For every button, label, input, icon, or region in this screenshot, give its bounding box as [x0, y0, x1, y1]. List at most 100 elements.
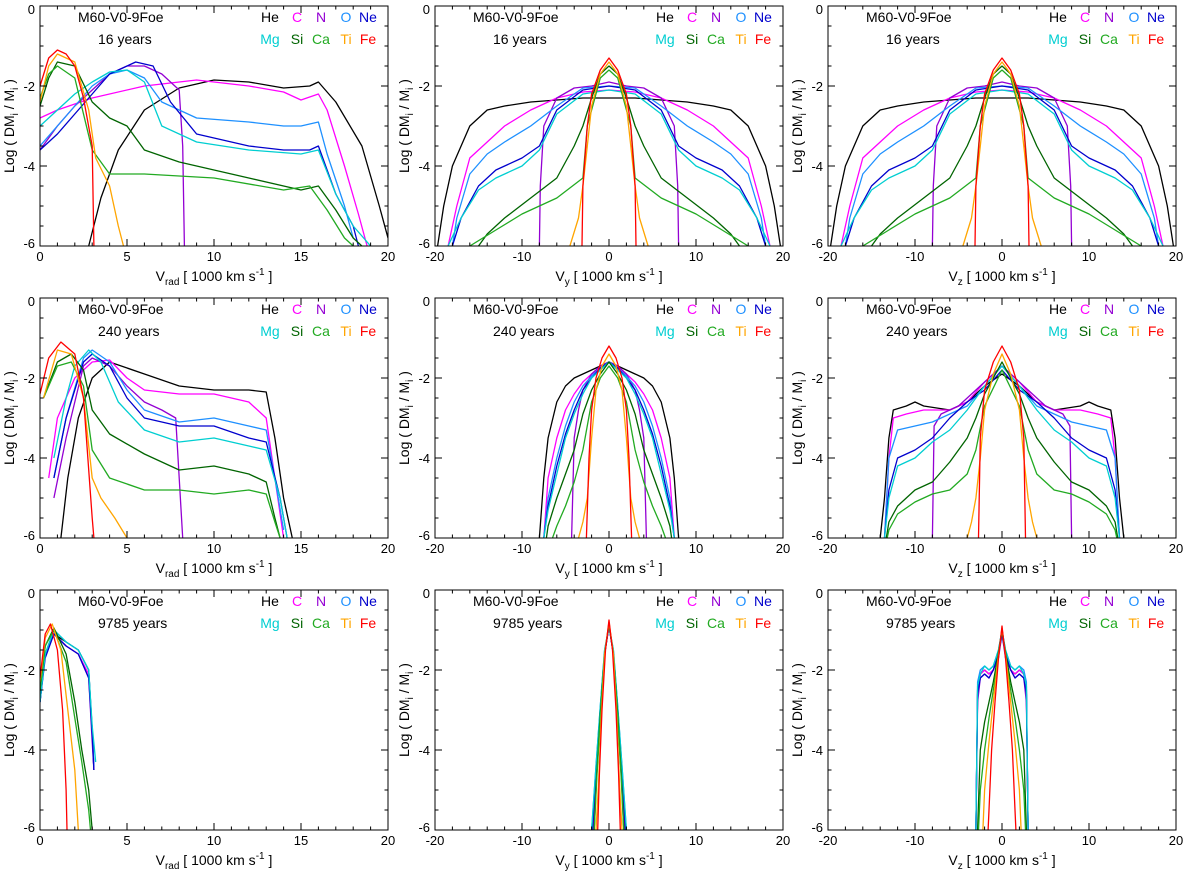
series-line-si [477, 65, 741, 246]
series-line-mg [883, 365, 1121, 538]
series-line-fe [597, 619, 621, 830]
series-line-ne [53, 353, 288, 538]
legend-o: O [736, 9, 747, 25]
legend-he: He [261, 301, 279, 317]
time-label: 240 years [493, 323, 554, 339]
time-label: 16 years [493, 31, 547, 47]
legend-ca: Ca [312, 31, 330, 47]
legend-ca: Ca [707, 323, 725, 339]
y-tick-label: -6 [811, 820, 823, 835]
legend-ti: Ti [340, 615, 351, 631]
x-tick-label: 10 [689, 541, 703, 556]
x-tick-label: 20 [776, 833, 790, 848]
model-label: M60-V0-9Foe [78, 593, 164, 609]
x-tick-label: -20 [426, 249, 445, 264]
plot-frame [827, 297, 1177, 539]
y-tick-label: -4 [418, 743, 430, 758]
y-tick-label: 0 [28, 2, 35, 17]
legend-n: N [711, 301, 721, 317]
y-axis-title: Log ( DMi / Mi ) [789, 371, 809, 465]
x-tick-label: 0 [36, 249, 43, 264]
legend-fe: Fe [360, 323, 377, 339]
x-tick-label: -20 [819, 249, 838, 264]
series-group [538, 345, 680, 538]
legend-ca: Ca [312, 615, 330, 631]
y-axis-title: Log ( DMi / Mi ) [789, 663, 809, 757]
x-tick-label: 0 [998, 833, 1005, 848]
legend-he: He [1049, 301, 1067, 317]
legend-ti: Ti [340, 31, 351, 47]
series-line-si [976, 629, 1028, 830]
series-line-fe [40, 49, 95, 246]
x-axis-title: Vz [ 1000 km s-1 ] [948, 851, 1055, 872]
series-line-ti [40, 53, 125, 246]
legend-n: N [1104, 593, 1114, 609]
model-label: M60-V0-9Foe [866, 301, 952, 317]
y-tick-label: -2 [418, 371, 430, 386]
legend-si: Si [291, 615, 303, 631]
y-axis-title: Log ( DMi / Mi ) [1, 371, 21, 465]
series-line-ne [844, 85, 1160, 246]
legend-fe: Fe [360, 615, 377, 631]
panel-1-2: -20 -10 0 10 20 0 -2 -4 -6 Vy [ 1000 km s-1 ] Log … [396, 2, 790, 288]
y-tick-label: -4 [811, 743, 823, 758]
series-line-ca [977, 629, 1027, 830]
x-axis-title: Vrad [ 1000 km s-1 ] [156, 559, 273, 580]
y-axis-title: Log ( DMi / Mi ) [1, 663, 21, 757]
time-label: 240 years [98, 323, 159, 339]
time-label: 240 years [886, 323, 947, 339]
x-tick-label: 15 [294, 249, 308, 264]
series-line-he [879, 373, 1125, 538]
legend-ti: Ti [1128, 615, 1139, 631]
y-tick-label: -4 [23, 743, 35, 758]
series-line-fe [40, 623, 68, 830]
series-line-ca [551, 365, 667, 538]
series-line-n [931, 81, 1073, 246]
legend-ca: Ca [707, 615, 725, 631]
legend-o: O [1129, 301, 1140, 317]
time-label: 9785 years [98, 615, 167, 631]
legend-fe: Fe [755, 323, 772, 339]
time-label: 9785 years [886, 615, 955, 631]
legend-he: He [261, 9, 279, 25]
y-tick-label: -6 [811, 528, 823, 543]
legend-mg: Mg [260, 615, 279, 631]
model-label: M60-V0-9Foe [866, 9, 952, 25]
legend-si: Si [686, 31, 698, 47]
legend-mg: Mg [1048, 31, 1067, 47]
series-line-n [931, 365, 1073, 538]
series-line-c [883, 365, 1121, 538]
legend-ti: Ti [1128, 323, 1139, 339]
legend-c: C [292, 593, 302, 609]
x-tick-label: -20 [426, 541, 445, 556]
y-tick-label: -2 [418, 79, 430, 94]
x-tick-label: 0 [36, 541, 43, 556]
legend-ne: Ne [754, 593, 772, 609]
x-tick-label: 0 [605, 249, 612, 264]
series-group [436, 57, 782, 246]
series-line-ca [40, 65, 354, 246]
x-tick-label: -20 [426, 833, 445, 848]
series-group [829, 57, 1175, 246]
legend-o: O [736, 593, 747, 609]
legend-ne: Ne [359, 9, 377, 25]
legend-o: O [341, 301, 352, 317]
series-group [40, 49, 388, 246]
legend-c: C [1080, 301, 1090, 317]
x-tick-label: 15 [294, 833, 308, 848]
series-line-si [870, 65, 1134, 246]
legend-ti: Ti [735, 31, 746, 47]
legend-mg: Mg [655, 323, 674, 339]
series-line-c [48, 359, 285, 538]
y-tick-label: 0 [28, 294, 35, 309]
legend-o: O [1129, 9, 1140, 25]
legend-o: O [341, 9, 352, 25]
y-tick-label: 0 [423, 294, 430, 309]
panel-2-3: -20 -10 0 10 20 0 -2 -4 -6 Vz [ 1000 km s-1 ] Log … [789, 294, 1183, 580]
panel-3-1: 0 5 10 15 20 0 -2 -4 -6 Vrad [ 1000 km s-1 ] Log (… [1, 586, 395, 872]
legend-mg: Mg [260, 31, 279, 47]
legend-n: N [1104, 9, 1114, 25]
series-line-ti [42, 349, 128, 538]
series-line-ca [469, 69, 749, 246]
x-tick-label: 0 [605, 541, 612, 556]
